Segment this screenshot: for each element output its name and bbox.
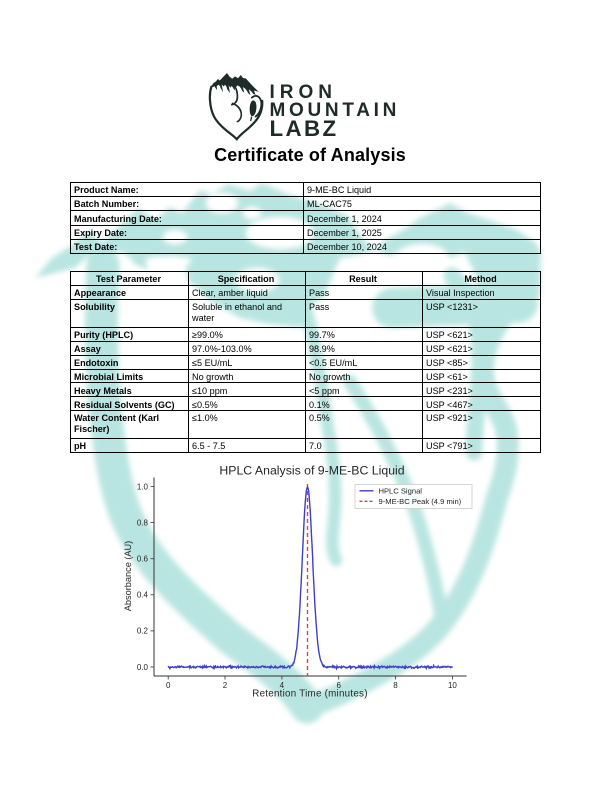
- svg-text:0.2: 0.2: [137, 627, 149, 636]
- svg-text:4: 4: [280, 681, 285, 690]
- svg-text:6: 6: [336, 681, 341, 690]
- svg-text:HPLC Signal: HPLC Signal: [379, 487, 423, 496]
- svg-text:0.4: 0.4: [137, 591, 149, 600]
- svg-text:0.0: 0.0: [137, 663, 149, 672]
- svg-text:HPLC Analysis of 9-ME-BC Liqui: HPLC Analysis of 9-ME-BC Liquid: [219, 464, 404, 478]
- svg-text:0.6: 0.6: [137, 555, 149, 564]
- svg-text:1.0: 1.0: [137, 482, 149, 491]
- svg-text:Absorbance (AU): Absorbance (AU): [123, 541, 133, 611]
- svg-text:8: 8: [393, 681, 398, 690]
- svg-text:0.8: 0.8: [137, 518, 149, 527]
- svg-text:2: 2: [223, 681, 228, 690]
- svg-text:0: 0: [166, 681, 171, 690]
- svg-text:10: 10: [448, 681, 457, 690]
- svg-text:9-ME-BC Peak (4.9 min): 9-ME-BC Peak (4.9 min): [379, 497, 462, 506]
- svg-text:Retention Time (minutes): Retention Time (minutes): [252, 689, 367, 700]
